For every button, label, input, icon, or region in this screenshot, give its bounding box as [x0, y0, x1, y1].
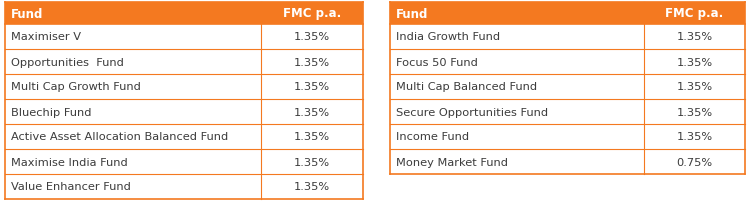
Text: Multi Cap Balanced Fund: Multi Cap Balanced Fund — [396, 82, 537, 92]
Text: FMC p.a.: FMC p.a. — [283, 8, 341, 20]
Bar — [5, 75, 363, 100]
Text: 1.35%: 1.35% — [676, 32, 712, 42]
Bar — [390, 3, 644, 25]
Bar — [5, 3, 261, 25]
Bar — [261, 3, 363, 25]
Text: Fund: Fund — [396, 8, 428, 20]
Bar — [390, 75, 745, 100]
Bar — [390, 124, 745, 149]
Bar — [5, 124, 363, 149]
Text: 1.35%: 1.35% — [676, 57, 712, 67]
Text: Focus 50 Fund: Focus 50 Fund — [396, 57, 478, 67]
Text: Active Asset Allocation Balanced Fund: Active Asset Allocation Balanced Fund — [11, 132, 228, 142]
Text: 1.35%: 1.35% — [294, 157, 330, 167]
Text: Bluechip Fund: Bluechip Fund — [11, 107, 92, 117]
Text: Money Market Fund: Money Market Fund — [396, 157, 508, 167]
Text: 1.35%: 1.35% — [294, 57, 330, 67]
Bar — [390, 50, 745, 75]
Text: 1.35%: 1.35% — [294, 32, 330, 42]
Text: 1.35%: 1.35% — [294, 182, 330, 192]
Bar — [390, 25, 745, 50]
Text: Secure Opportunities Fund: Secure Opportunities Fund — [396, 107, 548, 117]
Text: 1.35%: 1.35% — [294, 132, 330, 142]
Text: 1.35%: 1.35% — [294, 107, 330, 117]
Bar — [390, 149, 745, 174]
Bar — [5, 50, 363, 75]
Text: Maximiser V: Maximiser V — [11, 32, 81, 42]
Bar — [644, 3, 745, 25]
Text: Opportunities  Fund: Opportunities Fund — [11, 57, 124, 67]
Text: 1.35%: 1.35% — [294, 82, 330, 92]
Text: Fund: Fund — [11, 8, 44, 20]
Bar — [5, 25, 363, 50]
Text: Value Enhancer Fund: Value Enhancer Fund — [11, 182, 130, 192]
Text: Maximise India Fund: Maximise India Fund — [11, 157, 128, 167]
Bar — [5, 149, 363, 174]
Text: Income Fund: Income Fund — [396, 132, 470, 142]
Bar — [5, 100, 363, 124]
Bar — [390, 100, 745, 124]
Text: 0.75%: 0.75% — [676, 157, 712, 167]
Text: India Growth Fund: India Growth Fund — [396, 32, 500, 42]
Text: 1.35%: 1.35% — [676, 107, 712, 117]
Bar — [5, 174, 363, 199]
Text: 1.35%: 1.35% — [676, 82, 712, 92]
Text: 1.35%: 1.35% — [676, 132, 712, 142]
Text: FMC p.a.: FMC p.a. — [665, 8, 724, 20]
Text: Multi Cap Growth Fund: Multi Cap Growth Fund — [11, 82, 141, 92]
